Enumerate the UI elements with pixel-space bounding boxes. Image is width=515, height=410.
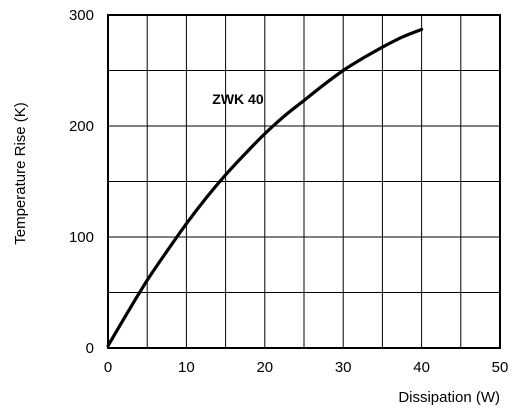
plot-frame	[107, 14, 501, 349]
series-line-zwk-40	[106, 27, 424, 348]
x-tick-label: 20	[256, 359, 273, 376]
x-tick-label: 10	[178, 359, 195, 376]
y-tick-label: 200	[69, 118, 94, 135]
x-tick-label: 40	[413, 359, 430, 376]
series-label-zwk-40: ZWK 40	[212, 91, 264, 107]
y-tick-label: 100	[69, 229, 94, 246]
x-tick-label: 50	[492, 359, 509, 376]
x-tick-labels: 0 10 20 30 40 50	[104, 359, 509, 376]
grid-lines	[108, 15, 500, 348]
y-tick-label: 300	[69, 7, 94, 24]
y-tick-label: 0	[86, 340, 94, 357]
y-tick-labels: 0 100 200 300	[69, 7, 94, 357]
x-tick-label: 30	[335, 359, 352, 376]
x-axis-label: Dissipation (W)	[398, 389, 500, 406]
y-axis-label: Temperature Rise (K)	[12, 102, 29, 245]
x-tick-label: 0	[104, 359, 112, 376]
